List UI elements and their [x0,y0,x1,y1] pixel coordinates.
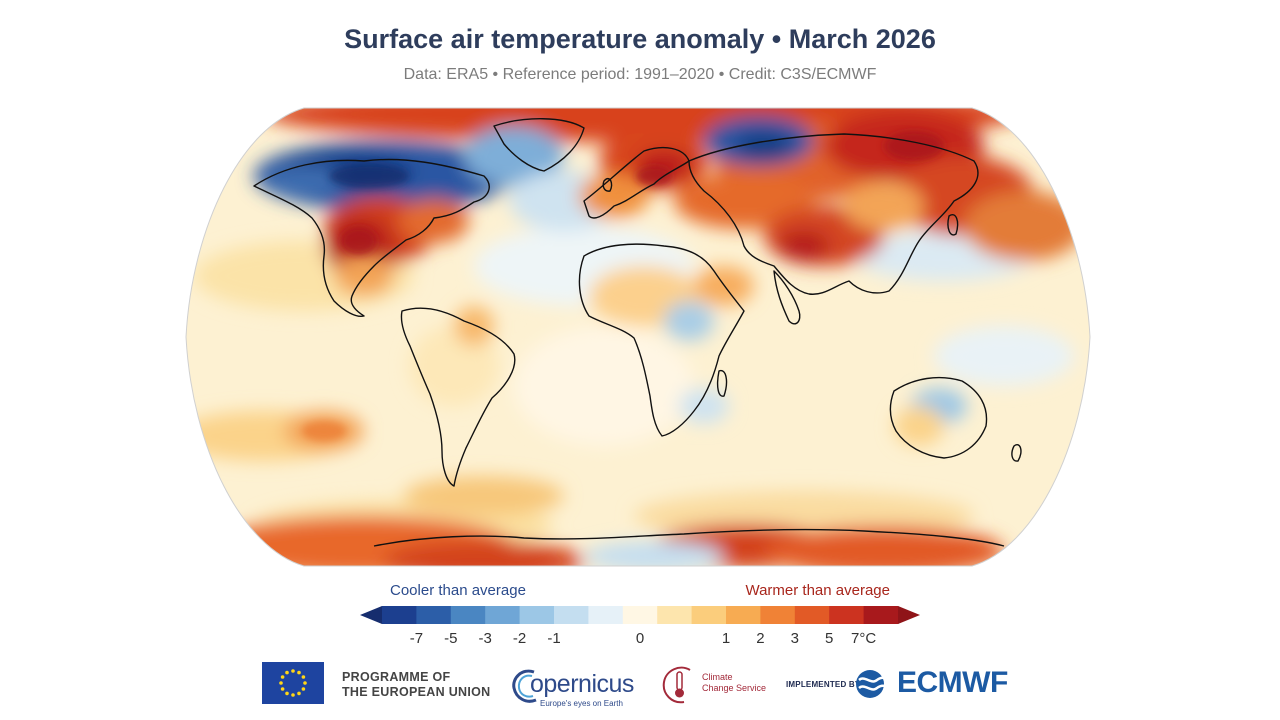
coast-europe [583,146,690,219]
legend-swatch [691,606,727,624]
coastlines [253,118,1022,547]
coast-india [773,270,801,325]
copernicus-c-icon [512,669,537,703]
coast-greenland [493,118,585,172]
coast-japan [947,214,959,236]
c3s-line-2: Change Service [702,683,767,693]
legend-tick-label: 2 [756,630,765,647]
coast-south-america [400,307,516,487]
coast-asia [688,133,979,295]
ecmwf-word: ECMWF [897,666,1008,699]
world-map-svg [185,107,1091,567]
legend-swatch [622,606,658,624]
legend-tick-label: -3 [478,630,492,647]
eu-flag-logo [262,662,324,704]
globe-outline [185,107,1091,567]
legend-tick-label: 1 [721,630,731,647]
anomaly-field [186,108,1090,566]
map-subtitle: Data: ERA5 • Reference period: 1991–2020… [403,66,877,83]
coast-madagascar [716,369,728,397]
legend-swatch [657,606,693,624]
legend-tick-label: -7 [409,630,424,647]
coast-north-america [253,158,490,318]
ecmwf-logo: ECMWF [855,666,1025,702]
eu-stars-icon [279,669,307,697]
legend-tick-label: 5 [825,630,834,647]
legend-swatch [794,606,830,624]
map-title: Surface air temperature anomaly • March … [344,24,936,54]
c3s-line-1: Climate [702,672,733,682]
legend-swatch [554,606,589,624]
legend-tick-label: 3 [790,630,799,647]
legend-tick-label: -1 [547,630,561,647]
coast-uk [602,177,613,192]
color-legend: Cooler than average Warmer than average … [360,582,920,652]
legend-swatch [485,606,521,624]
legend-swatch [416,606,452,624]
coast-australia [889,376,988,459]
copernicus-logo: opernicus Europe's eyes on Earth [508,660,634,710]
coast-new-zealand [1011,444,1022,462]
footer-logos: PROGRAMME OF THE EUROPEAN UNION opernicu… [0,656,1280,712]
legend-swatch [382,606,417,624]
legend-swatch [760,606,796,624]
eu-programme-text: PROGRAMME OF THE EUROPEAN UNION [342,670,490,700]
copernicus-word: opernicus [530,670,634,698]
legend-swatch [588,606,624,624]
coast-antarctica [373,528,1005,547]
legend-swatch [450,606,486,624]
eu-line-2: THE EUROPEAN UNION [342,685,491,699]
thermometer-icon [662,666,691,704]
ecmwf-waves-icon [856,670,890,698]
implemented-by-label: IMPLEMENTED BY [786,680,861,689]
legend-tick-label: 7°C [851,630,877,647]
c3s-logo: Climate Change Service [660,660,770,710]
legend-tick-label: 0 [635,630,645,647]
legend-ticks: -7 -5 -3 -2 -1 0 1 2 3 5 7°C [360,630,920,650]
legend-cool-arrow [360,606,382,624]
legend-swatch [829,606,865,624]
legend-warmer-label: Warmer than average [745,582,890,599]
eu-line-1: PROGRAMME OF [342,670,451,684]
legend-colorbar [360,606,920,624]
legend-swatch [863,606,899,624]
legend-swatch [726,606,761,624]
legend-cooler-label: Cooler than average [390,582,526,599]
anomaly-map [184,106,1092,568]
c3s-text: Climate Change Service [702,672,766,694]
coast-africa [578,243,745,437]
legend-warm-arrow [898,606,920,624]
copernicus-tagline: Europe's eyes on Earth [540,699,623,708]
legend-swatch [519,606,555,624]
legend-tick-label: -5 [444,630,458,647]
legend-tick-label: -2 [512,630,527,647]
